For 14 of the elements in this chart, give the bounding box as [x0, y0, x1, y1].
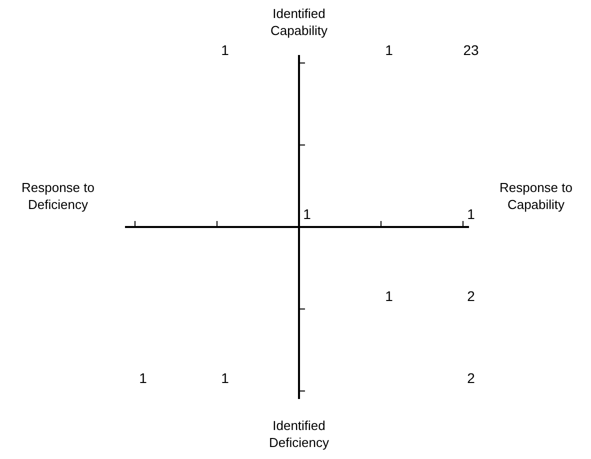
data-label: 1	[385, 288, 394, 304]
data-label: 1	[139, 370, 148, 386]
data-label: 1	[221, 370, 230, 386]
data-label: 2	[467, 370, 476, 386]
data-label: 1	[467, 206, 476, 222]
text: Response to Capability	[500, 180, 572, 212]
data-label: 1	[303, 206, 312, 222]
data-label: 1	[221, 42, 230, 58]
data-label: 2	[467, 288, 476, 304]
data-label: 1	[385, 42, 394, 58]
text: Identified Capability	[270, 6, 328, 38]
text: Response to Deficiency	[22, 180, 94, 212]
data-label: 23	[463, 42, 479, 58]
text: Identified Deficiency	[269, 418, 330, 450]
